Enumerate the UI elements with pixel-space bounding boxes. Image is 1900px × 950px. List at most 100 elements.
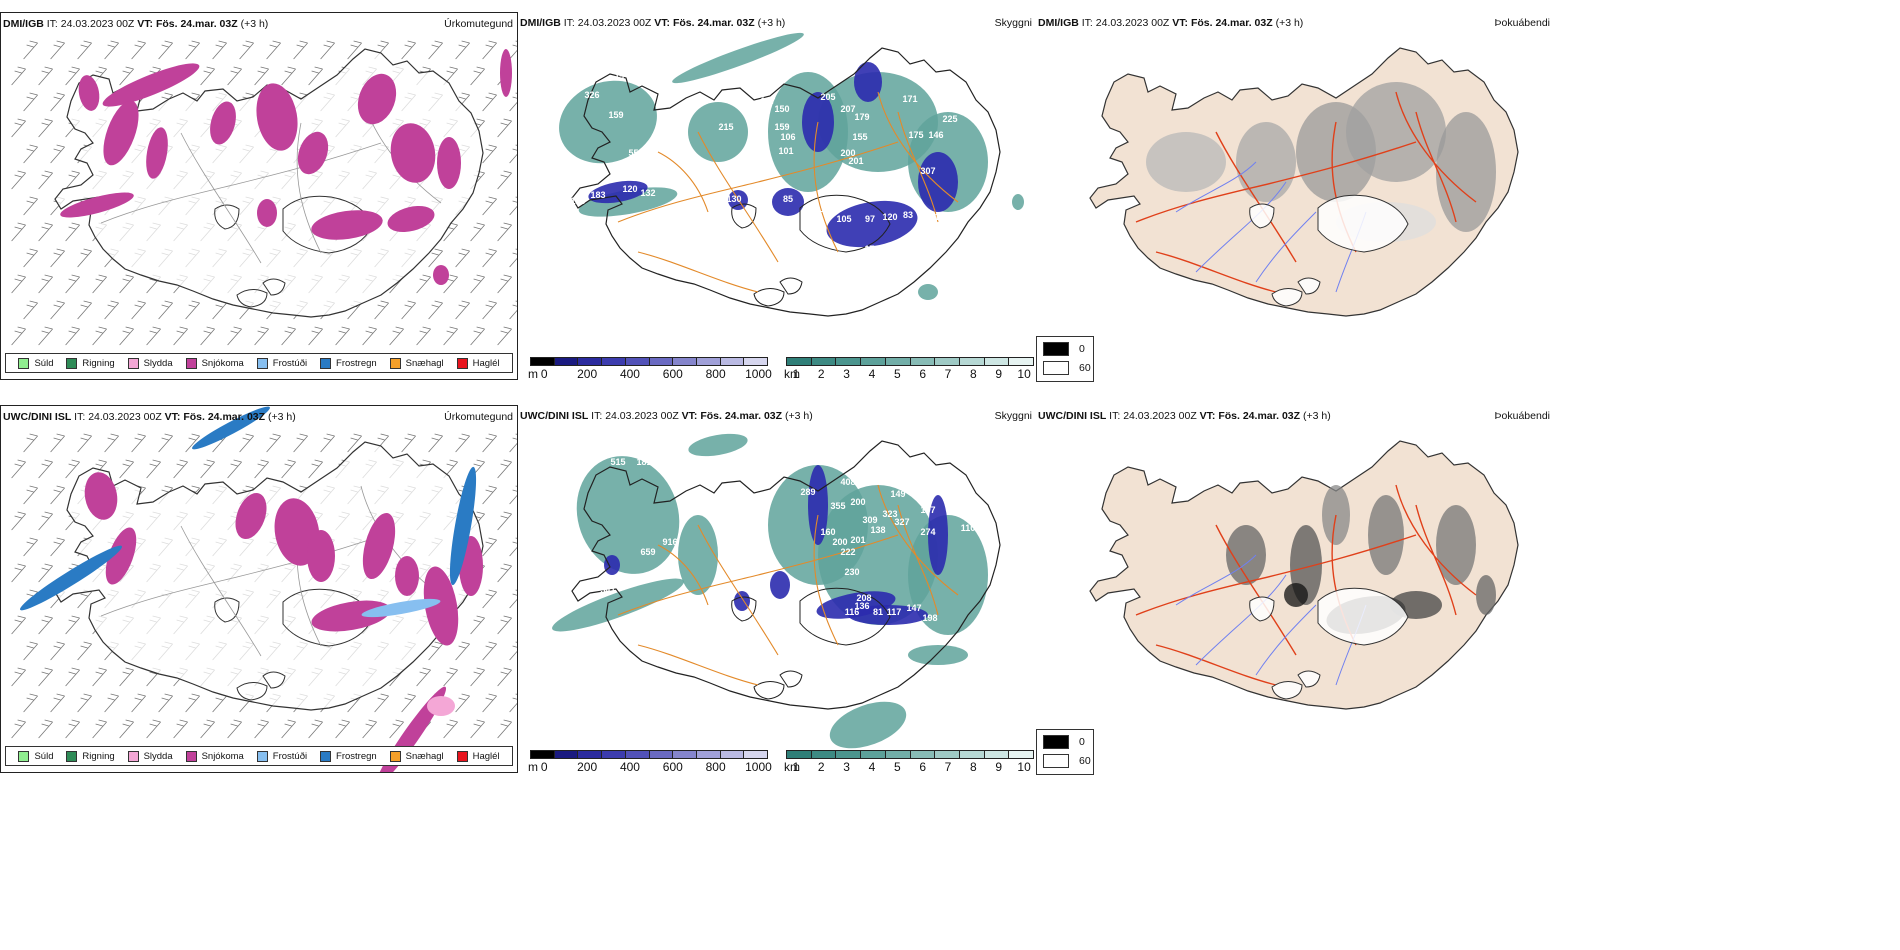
wind-barb <box>200 459 215 479</box>
it-label: IT: <box>1081 17 1093 29</box>
ceiling-label: 408 <box>840 477 855 487</box>
ceiling-scale-bottom: 0 200 400 600 800 1000 m <box>528 750 772 780</box>
wind-barb <box>497 326 512 346</box>
scale-swatch <box>531 358 555 365</box>
scale-tick-label: 0 <box>540 760 548 774</box>
wind-barb <box>401 693 416 713</box>
ceiling-label: 659 <box>640 547 655 557</box>
fog-area <box>1236 122 1296 202</box>
road-network <box>617 484 959 686</box>
ceiling-label: 122 <box>666 180 681 190</box>
wind-barb <box>50 693 65 713</box>
wind-barb <box>470 274 485 294</box>
wind-barb <box>293 433 308 453</box>
wind-barb <box>497 222 512 242</box>
glacier-outline <box>262 278 286 296</box>
wind-barb <box>158 693 173 713</box>
wind-barb <box>38 563 53 583</box>
legend-item: Frostúði <box>256 750 307 762</box>
wind-barb <box>11 118 26 138</box>
wind-barb <box>509 40 517 60</box>
it-label: IT: <box>1109 410 1121 422</box>
ceiling-label: 101 <box>856 174 871 184</box>
visibility-area <box>552 578 684 632</box>
ceiling-label: 160 <box>820 527 835 537</box>
wind-barb <box>50 248 65 268</box>
visibility-area <box>829 701 907 749</box>
scale-tick-label: 1 <box>792 367 800 381</box>
wind-barb <box>50 40 65 60</box>
scale-swatch <box>720 751 745 758</box>
wind-barb <box>38 326 53 346</box>
scale-swatches <box>786 750 1034 759</box>
ceiling-label: 181 <box>636 457 651 467</box>
wind-barb <box>65 459 80 479</box>
snow-area <box>146 127 168 179</box>
legend-label: Rigning <box>82 357 115 369</box>
wind-barb <box>65 719 80 739</box>
snow-area <box>256 83 298 151</box>
wind-barb <box>470 222 485 242</box>
bottom-precip-map <box>11 406 517 772</box>
glacier-outline <box>236 289 268 308</box>
wind-barb <box>227 66 242 86</box>
wind-barb <box>227 459 242 479</box>
wind-barb <box>482 433 497 453</box>
wind-barb <box>320 433 335 453</box>
wind-barb <box>482 589 497 609</box>
wind-barb <box>509 92 517 112</box>
wind-barb <box>335 719 350 739</box>
it-value: 24.03.2023 00Z <box>88 411 162 423</box>
wind-barb <box>38 511 53 531</box>
legend-swatch <box>256 357 268 369</box>
ceiling-label: 207 <box>840 104 855 114</box>
wind-barb <box>185 693 200 713</box>
wind-barb <box>92 326 107 346</box>
wind-barb <box>23 196 38 216</box>
model-name: UWC/DINI ISL <box>520 410 589 422</box>
wind-barb <box>281 459 296 479</box>
vt-label: VT: <box>1199 410 1216 422</box>
visibility-area <box>688 433 748 457</box>
vt-label: VT: <box>164 411 181 423</box>
snow-area <box>84 472 118 520</box>
wind-barb <box>65 667 80 687</box>
wind-barb <box>281 719 296 739</box>
wind-barb <box>455 641 470 661</box>
wind-barb <box>185 433 200 453</box>
wind-barb <box>482 144 497 164</box>
vt-value: Fös. 24.mar. 03Z <box>1218 410 1301 422</box>
scale-unit: m <box>528 367 538 381</box>
wind-barb <box>347 40 362 60</box>
glacier-outline <box>779 277 803 295</box>
ceiling-label: 174 <box>864 244 879 254</box>
ceiling-label: 171 <box>902 94 917 104</box>
legend-label: Slydda <box>143 357 173 369</box>
scale-swatch <box>935 751 960 758</box>
legend-swatch <box>18 750 30 762</box>
legend-label: Frostregn <box>336 750 377 762</box>
visibility-area <box>672 32 804 84</box>
it-label: IT: <box>74 411 86 423</box>
top-cloud-panel: 144 158 326 159 553 178 120 132 122 183 100 215 167 1… <box>518 12 1036 380</box>
visibility-area <box>908 515 988 635</box>
scale-ticks: 1 2 3 4 5 6 7 8 9 10 <box>786 759 1034 774</box>
wind-barb <box>509 693 517 713</box>
wind-barb <box>470 615 485 635</box>
wind-barb <box>308 719 323 739</box>
ceiling-label: 179 <box>854 112 869 122</box>
scale-swatches <box>530 750 768 759</box>
ceiling-label: 106 <box>780 132 795 142</box>
road-network <box>100 485 442 657</box>
snow-area <box>311 210 383 240</box>
low-ceiling-area <box>772 188 804 216</box>
model-name: DMI/IGB <box>520 17 561 29</box>
wind-barb <box>254 66 269 86</box>
wind-barb <box>455 693 470 713</box>
wind-barb <box>428 40 443 60</box>
snow-area <box>500 49 512 97</box>
wind-barb <box>497 170 512 190</box>
wind-barb <box>482 196 497 216</box>
legend-item: Slydda <box>127 357 173 369</box>
